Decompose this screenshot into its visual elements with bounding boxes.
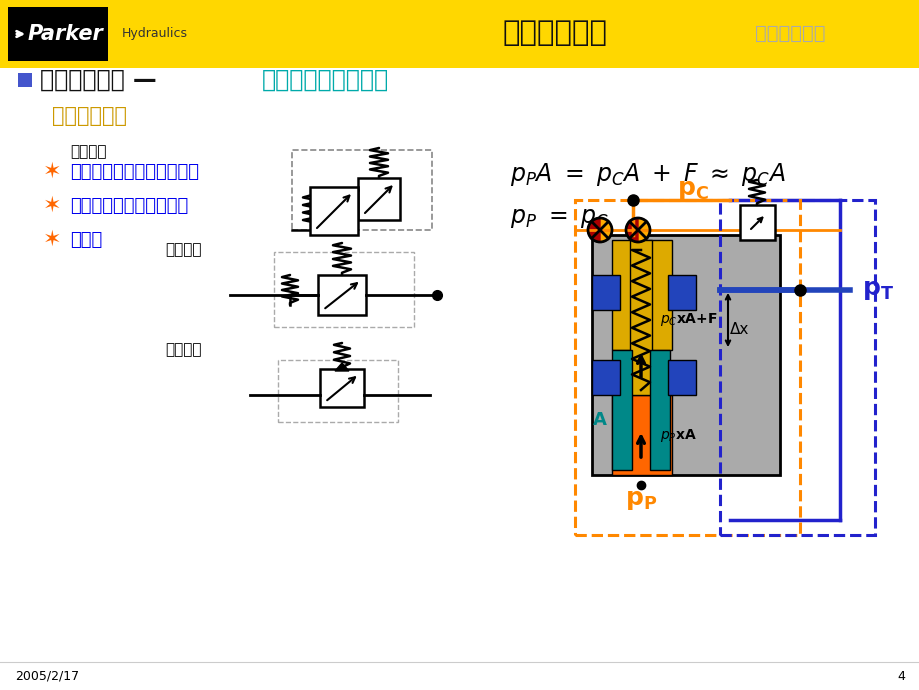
Bar	[739, 205, 774, 240]
Bar	[611, 395, 671, 475]
Bar	[650, 350, 669, 470]
Text: $p_P$xA: $p_P$xA	[659, 426, 696, 444]
Bar	[611, 240, 671, 350]
Text: Δx: Δx	[729, 322, 749, 337]
Text: 4: 4	[896, 669, 904, 682]
Text: 先导式压力阀: 先导式压力阀	[754, 23, 824, 43]
Text: 液压力平衡，弹簧力可忽略: 液压力平衡，弹簧力可忽略	[70, 163, 199, 181]
Text: Hydraulics: Hydraulics	[122, 28, 187, 41]
Bar	[278, 360, 398, 422]
Text: $p_P\ =\ p_C$: $p_P\ =\ p_C$	[509, 206, 607, 230]
Text: ✶: ✶	[42, 162, 62, 182]
Text: $p_C$xA+F: $p_C$xA+F	[659, 311, 717, 328]
Text: 简化符号: 简化符号	[165, 342, 201, 357]
Bar	[274, 252, 414, 327]
Bar	[18, 73, 32, 87]
Bar	[318, 275, 366, 315]
Text: 先导式压力阀: 先导式压力阀	[52, 106, 127, 126]
Bar	[667, 360, 696, 395]
Bar	[8, 7, 108, 61]
Text: $\mathbf{p_T}$: $\mathbf{p_T}$	[861, 278, 893, 302]
Text: 压力控刻回路 —: 压力控刻回路 —	[40, 68, 156, 92]
Bar	[591, 275, 619, 310]
Bar	[320, 369, 364, 407]
Text: ✶: ✶	[42, 230, 62, 250]
Bar	[591, 360, 619, 395]
Bar	[574, 200, 800, 535]
Polygon shape	[599, 218, 611, 242]
Text: A: A	[593, 411, 607, 429]
Bar	[630, 240, 652, 395]
Bar	[357, 178, 400, 220]
Polygon shape	[625, 218, 637, 242]
Bar	[611, 350, 631, 470]
Text: 规格大: 规格大	[70, 231, 102, 249]
Polygon shape	[335, 363, 348, 371]
Text: 图形符号: 图形符号	[70, 144, 107, 159]
Text: $\mathbf{p_P}$: $\mathbf{p_P}$	[624, 488, 656, 512]
Bar	[591, 235, 779, 475]
Text: 静态超压较小，工作稳定: 静态超压较小，工作稳定	[70, 197, 188, 215]
Text: 压力控刻阀工作原理: 压力控刻阀工作原理	[262, 68, 389, 92]
Text: 压力控刻回路: 压力控刻回路	[502, 19, 607, 47]
Text: $\mathbf{p_C}$: $\mathbf{p_C}$	[676, 178, 709, 202]
Bar	[667, 275, 696, 310]
Text: 2005/2/17: 2005/2/17	[15, 669, 79, 682]
Text: Parker: Parker	[27, 24, 103, 44]
Bar	[0, 0, 919, 68]
Polygon shape	[587, 218, 599, 242]
Text: ✶: ✶	[42, 196, 62, 216]
Text: 详细符号: 详细符号	[165, 242, 201, 257]
Bar	[720, 200, 874, 535]
Text: $p_PA\ =\ p_CA\ +\ F\ \approx\ p_CA$: $p_PA\ =\ p_CA\ +\ F\ \approx\ p_CA$	[509, 161, 785, 188]
Polygon shape	[637, 218, 650, 242]
Bar	[291, 150, 432, 230]
Bar	[310, 187, 357, 235]
